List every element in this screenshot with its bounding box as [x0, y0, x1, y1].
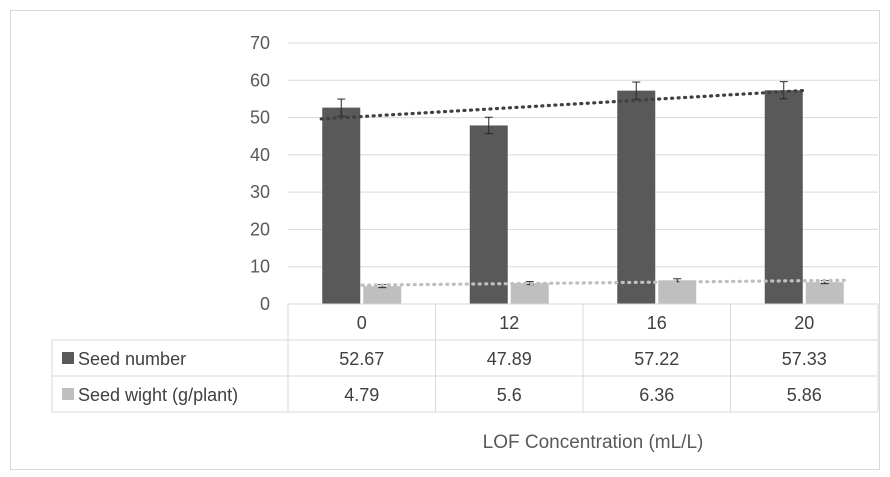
series-name: Seed wight (g/plant)	[78, 385, 238, 405]
y-axis: 0 10 20 30 40 50 60 70	[250, 33, 270, 314]
data-label: 52.67	[339, 349, 384, 369]
data-table: 0 12 16 20 Seed number 52.67 47.89 57.22 57.33 Se…	[51, 303, 879, 413]
category-label: 20	[794, 313, 814, 333]
data-label: 4.79	[344, 385, 379, 405]
y-tick-label: 60	[250, 70, 270, 90]
bar	[658, 280, 697, 304]
chart-area	[10, 10, 880, 470]
bar	[510, 283, 549, 304]
data-label: 57.22	[634, 349, 679, 369]
category-label: 12	[499, 313, 519, 333]
bar	[469, 125, 508, 304]
bars	[322, 90, 844, 304]
y-tick-label: 30	[250, 182, 270, 202]
y-tick-label: 20	[250, 219, 270, 239]
y-tick-label: 70	[250, 33, 270, 53]
y-tick-label: 10	[250, 257, 270, 277]
bar	[322, 107, 361, 304]
trendlines	[319, 88, 847, 287]
y-tick-label: 50	[250, 108, 270, 128]
bar	[617, 90, 656, 304]
y-tick-label: 0	[260, 294, 270, 314]
category-label: 0	[357, 313, 367, 333]
data-label: 57.33	[782, 349, 827, 369]
legend-swatch	[62, 352, 74, 364]
data-label: 5.6	[497, 385, 522, 405]
bar	[363, 286, 402, 304]
legend-swatch	[62, 388, 74, 400]
y-tick-label: 40	[250, 145, 270, 165]
trendline	[319, 88, 806, 121]
data-label: 47.89	[487, 349, 532, 369]
data-label: 6.36	[639, 385, 674, 405]
data-label: 5.86	[787, 385, 822, 405]
category-label: 16	[647, 313, 667, 333]
bar	[764, 90, 803, 304]
x-axis-label: LOF Concentration (mL/L)	[483, 432, 704, 453]
series-name: Seed number	[78, 349, 186, 369]
trendline	[360, 278, 847, 287]
bar	[805, 282, 844, 304]
